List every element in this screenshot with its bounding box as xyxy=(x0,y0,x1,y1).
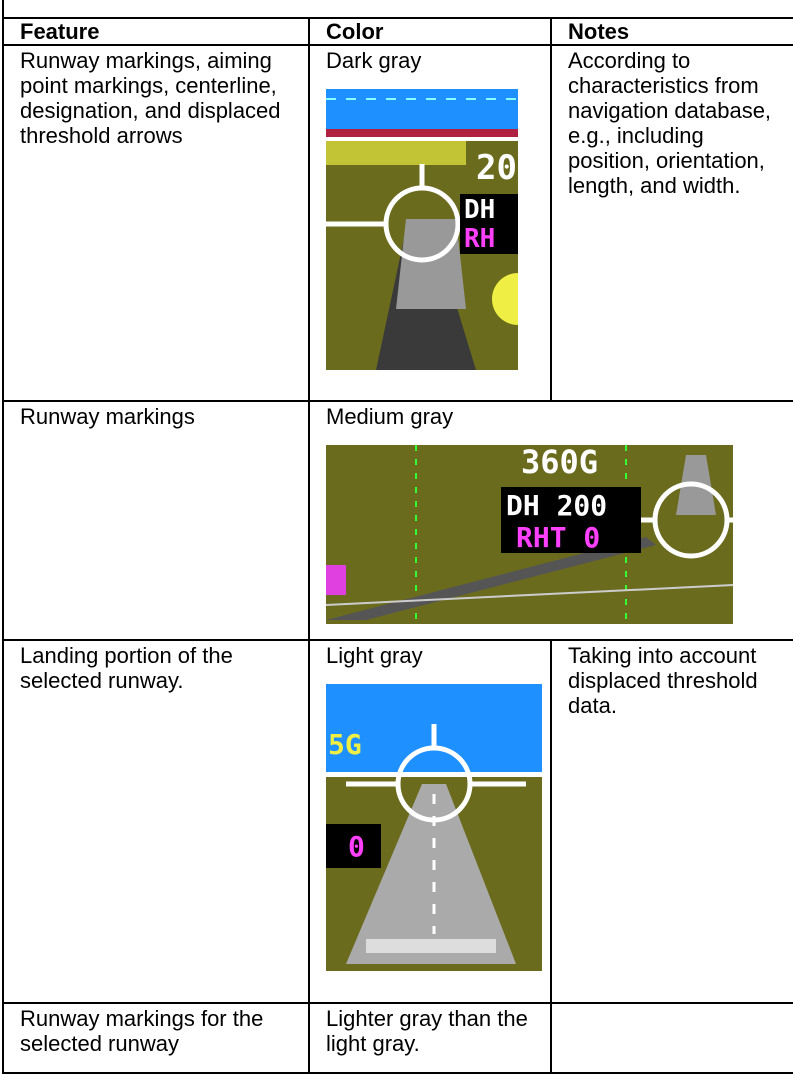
pfd-image: 360G DH 200 RHT 0 xyxy=(326,445,733,624)
cell-text: Light gray xyxy=(326,643,423,668)
image-label: 360G xyxy=(521,445,598,481)
image-label: RH xyxy=(464,224,495,254)
cell: According to characteristics from naviga… xyxy=(550,44,793,402)
row: Landing portion of the selected runway. … xyxy=(2,639,793,1004)
cell: Landing portion of the selected runway. xyxy=(2,639,310,1004)
cell: Dark gray DH RH 20 xyxy=(308,44,552,402)
header-cell: Feature xyxy=(2,17,310,46)
cell xyxy=(550,1002,793,1074)
image-label: 5G xyxy=(328,728,362,761)
feature-table: Feature Color Notes Runway markings, aim… xyxy=(2,17,793,1074)
pfd-image: 5G 0 xyxy=(326,684,542,971)
header-row: Feature Color Notes xyxy=(2,17,793,46)
pfd-image: DH RH 20 xyxy=(326,89,518,370)
header-cell: Color xyxy=(308,17,552,46)
cell-text: Medium gray xyxy=(326,404,454,429)
cell-text: Dark gray xyxy=(326,48,422,73)
cell: Taking into account displaced threshold … xyxy=(550,639,793,1004)
image-label: RHT 0 xyxy=(516,521,600,554)
image-label: 20 xyxy=(476,148,517,188)
cell: Runway markings for the selected runway xyxy=(2,1002,310,1074)
cell: Runway markings, aiming point markings, … xyxy=(2,44,310,402)
cell: Runway markings xyxy=(2,400,310,641)
row: Runway markings, aiming point markings, … xyxy=(2,44,793,402)
row: Runway markings for the selected runway … xyxy=(2,1002,793,1074)
image-label: 0 xyxy=(348,830,365,863)
cell: Lighter gray than the light gray. xyxy=(308,1002,552,1074)
row: Runway markings Medium gray 360G DH 200 … xyxy=(2,400,793,641)
cell: Light gray 5G 0 xyxy=(308,639,552,1004)
image-label: DH 200 xyxy=(506,489,607,522)
border xyxy=(2,0,4,18)
header-cell: Notes xyxy=(550,17,793,46)
image-label: DH xyxy=(464,195,495,225)
cell: Medium gray 360G DH 200 RHT 0 xyxy=(308,400,793,641)
